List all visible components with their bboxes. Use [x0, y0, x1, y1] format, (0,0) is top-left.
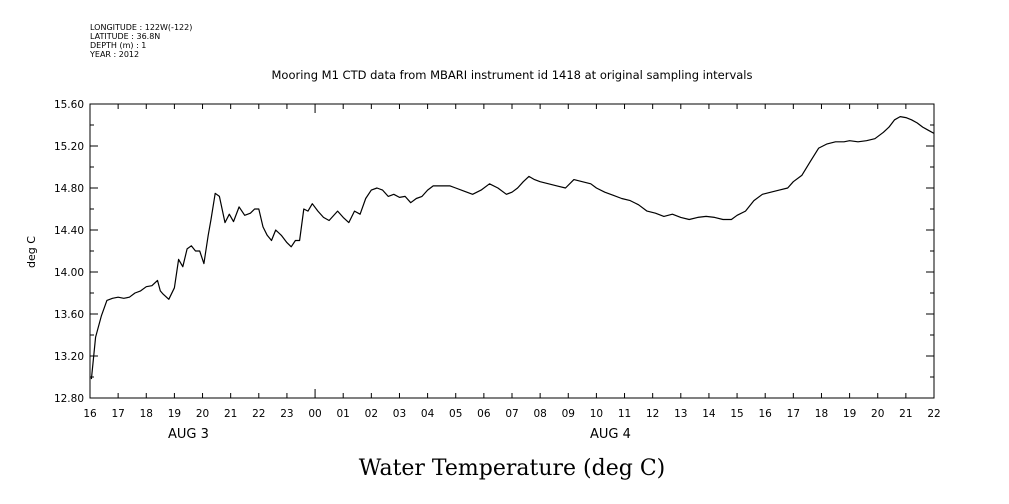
x-tick-label: 07 [505, 408, 518, 420]
x-tick-label: 04 [421, 408, 435, 420]
latitude-text: LATITUDE : 36.8N [90, 32, 160, 41]
x-tick-label: 18 [815, 408, 828, 420]
chart-title: Mooring M1 CTD data from MBARI instrumen… [272, 68, 753, 82]
x-tick-label: 14 [702, 408, 716, 420]
x-tick-label: 21 [224, 408, 237, 420]
x-tick-label: 02 [365, 408, 378, 420]
y-tick-label: 14.40 [54, 225, 84, 237]
x-tick-label: 09 [562, 408, 575, 420]
date-labels: AUG 3 AUG 4 [168, 427, 631, 442]
x-tick-label: 08 [533, 408, 546, 420]
longitude-text: LONGITUDE : 122W(-122) [90, 23, 192, 32]
x-tick-label: 17 [111, 408, 124, 420]
y-tick-label: 12.80 [54, 393, 84, 405]
y-axis: 12.80 13.20 13.60 14.00 14.40 14.80 15.20 15.60 [54, 99, 934, 405]
y-tick-label: 15.20 [54, 141, 84, 153]
x-tick-label: 20 [871, 408, 884, 420]
x-tick-label: 13 [674, 408, 687, 420]
x-tick-label: 18 [140, 408, 153, 420]
depth-text: DEPTH (m) : 1 [90, 41, 146, 50]
x-tick-label: 21 [899, 408, 912, 420]
y-axis-label: deg C [25, 236, 38, 268]
y-tick-label: 15.60 [54, 99, 84, 111]
x-tick-label: 19 [168, 408, 181, 420]
chart-caption: Water Temperature (deg C) [359, 456, 666, 481]
date-label: AUG 4 [590, 427, 631, 442]
metadata-block: LONGITUDE : 122W(-122) LATITUDE : 36.8N … [89, 23, 192, 59]
x-tick-label: 11 [618, 408, 631, 420]
x-tick-label: 20 [196, 408, 209, 420]
x-tick-label: 05 [449, 408, 462, 420]
x-tick-label: 10 [590, 408, 603, 420]
x-tick-label: 17 [787, 408, 800, 420]
x-tick-label: 23 [280, 408, 293, 420]
date-label: AUG 3 [168, 427, 209, 442]
x-tick-label: 06 [477, 408, 491, 420]
y-tick-label: 13.60 [54, 309, 84, 321]
x-tick-label: 12 [646, 408, 659, 420]
x-tick-label: 16 [83, 408, 97, 420]
x-tick-label: 19 [843, 408, 856, 420]
x-tick-label: 22 [927, 408, 940, 420]
x-tick-label: 15 [730, 408, 743, 420]
x-tick-label: 16 [759, 408, 773, 420]
x-axis: 16 17 18 19 20 21 22 23 00 01 02 03 04 05 06 07 08 09 10 11… [83, 104, 941, 420]
x-tick-label: 01 [337, 408, 350, 420]
x-tick-label: 03 [393, 408, 406, 420]
series-line [90, 116, 935, 380]
y-tick-label: 14.00 [54, 267, 84, 279]
plot-frame [89, 103, 935, 399]
x-tick-label: 00 [308, 408, 321, 420]
y-tick-label: 14.80 [54, 183, 84, 195]
x-tick-label: 22 [252, 408, 265, 420]
y-tick-label: 13.20 [54, 351, 84, 363]
year-text: YEAR : 2012 [89, 50, 139, 59]
